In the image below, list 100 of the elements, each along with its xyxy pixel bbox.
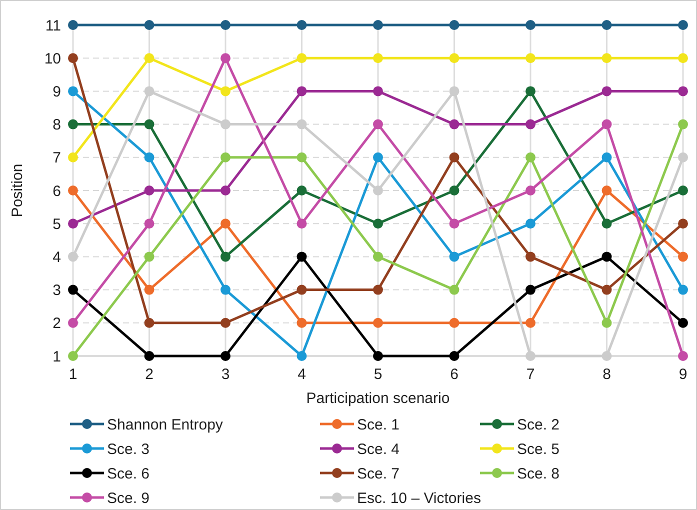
point [68,318,78,328]
point [68,186,78,196]
point [373,284,383,295]
point [678,119,688,130]
point [678,351,688,361]
point [449,351,460,361]
point [526,252,536,262]
point [144,53,154,64]
point [678,152,688,162]
point [296,186,307,196]
point [373,20,383,30]
point [602,218,612,229]
y-tick-label: 2 [52,315,61,332]
point [526,20,536,30]
legend-label: Esc. 10 – Victories [357,490,481,507]
legend-label: Sce. 6 [107,465,150,482]
point [144,318,154,328]
point [220,152,230,162]
point [449,252,460,262]
point [526,119,536,130]
y-tick-label: 11 [45,17,61,34]
point [526,53,536,64]
point [526,186,536,196]
point [144,119,154,130]
point [296,284,307,295]
legend-label: Sce. 7 [357,465,400,482]
point [373,86,383,96]
point [526,318,536,328]
point [220,284,230,295]
y-tick-label: 10 [44,50,61,68]
y-tick-label: 6 [52,182,61,200]
point [602,119,612,130]
point [68,252,78,262]
point [678,20,688,30]
point [220,20,230,30]
point [220,86,230,96]
legend-label: Shannon Entropy [107,416,224,434]
point [526,218,536,229]
point [68,86,78,96]
point [144,20,154,30]
x-tick-label: 7 [526,366,535,383]
point [296,152,307,162]
point [449,318,460,328]
x-tick-label: 4 [298,366,306,383]
point [373,218,383,229]
x-tick-label: 3 [221,366,230,383]
point [678,186,688,196]
x-tick-label: 2 [145,366,154,383]
point [144,351,154,361]
point [449,119,460,130]
point [602,252,612,262]
point [220,218,230,229]
x-tick-label: 6 [450,366,458,383]
point [68,284,78,295]
point [526,86,536,96]
point [296,119,307,130]
x-tick-label: 5 [374,366,382,383]
point [68,351,78,361]
point [373,351,383,361]
legend-label: Sce. 2 [517,416,560,434]
point [220,119,230,130]
point [602,186,612,196]
point [144,152,154,162]
point [678,218,688,229]
point [526,351,536,361]
point [373,252,383,262]
y-tick-label: 9 [52,83,61,100]
legend-label: Sce. 8 [517,465,560,482]
point [68,20,78,30]
point [526,284,536,295]
point [144,186,154,196]
point [373,152,383,162]
point [602,53,612,64]
point [296,20,307,30]
x-axis-title: Participation scenario [306,390,450,407]
y-tick-label: 3 [52,282,61,300]
point [449,218,460,229]
point [449,20,460,30]
point [602,318,612,328]
point [678,318,688,328]
point [144,284,154,295]
legend-label: Sce. 5 [517,440,560,458]
point [602,351,612,361]
point [144,86,154,96]
point [220,351,230,361]
y-tick-label: 1 [52,348,61,366]
point [449,53,460,64]
point [678,53,688,64]
point [678,284,688,295]
point [220,186,230,196]
point [602,86,612,96]
point [68,152,78,162]
point [220,252,230,262]
point [373,318,383,328]
point [449,186,460,196]
point [373,53,383,64]
point [296,53,307,64]
legend-label: Sce. 3 [107,440,150,458]
y-axis-title: Position [9,164,26,218]
point [373,119,383,130]
